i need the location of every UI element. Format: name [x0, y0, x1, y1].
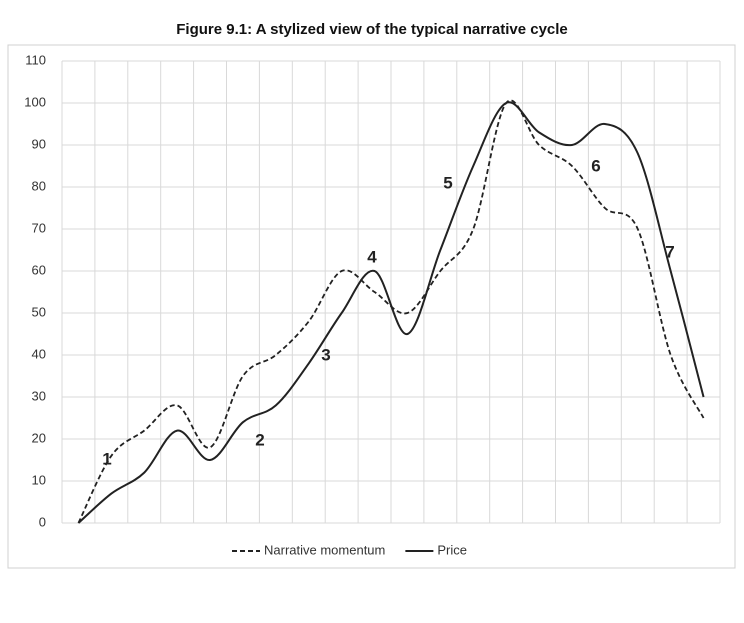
series-line	[77, 99, 705, 524]
series-line	[77, 101, 705, 524]
y-tick-label: 0	[39, 514, 46, 529]
legend-label: Narrative momentum	[264, 542, 385, 557]
annotation: 4	[367, 247, 377, 266]
y-tick-label: 60	[32, 262, 46, 277]
y-tick-label: 110	[25, 52, 46, 67]
y-tick-label: 80	[32, 178, 46, 193]
y-tick-label: 20	[32, 430, 46, 445]
y-tick-label: 50	[32, 304, 46, 319]
annotation: 7	[665, 242, 674, 261]
legend-label: Price	[437, 542, 467, 557]
y-tick-label: 100	[24, 94, 46, 109]
annotation: 3	[321, 345, 330, 364]
chart-title: Figure 9.1: A stylized view of the typic…	[176, 21, 568, 38]
y-tick-label: 70	[32, 220, 46, 235]
chart-frame	[7, 44, 736, 569]
y-tick-label: 90	[32, 136, 46, 151]
y-tick-label: 30	[32, 388, 46, 403]
y-tick-label: 40	[32, 346, 46, 361]
annotation: 5	[443, 173, 452, 192]
y-tick-label: 10	[32, 472, 46, 487]
annotation: 1	[102, 449, 111, 468]
annotation: 2	[255, 430, 264, 449]
annotation: 6	[591, 156, 600, 175]
